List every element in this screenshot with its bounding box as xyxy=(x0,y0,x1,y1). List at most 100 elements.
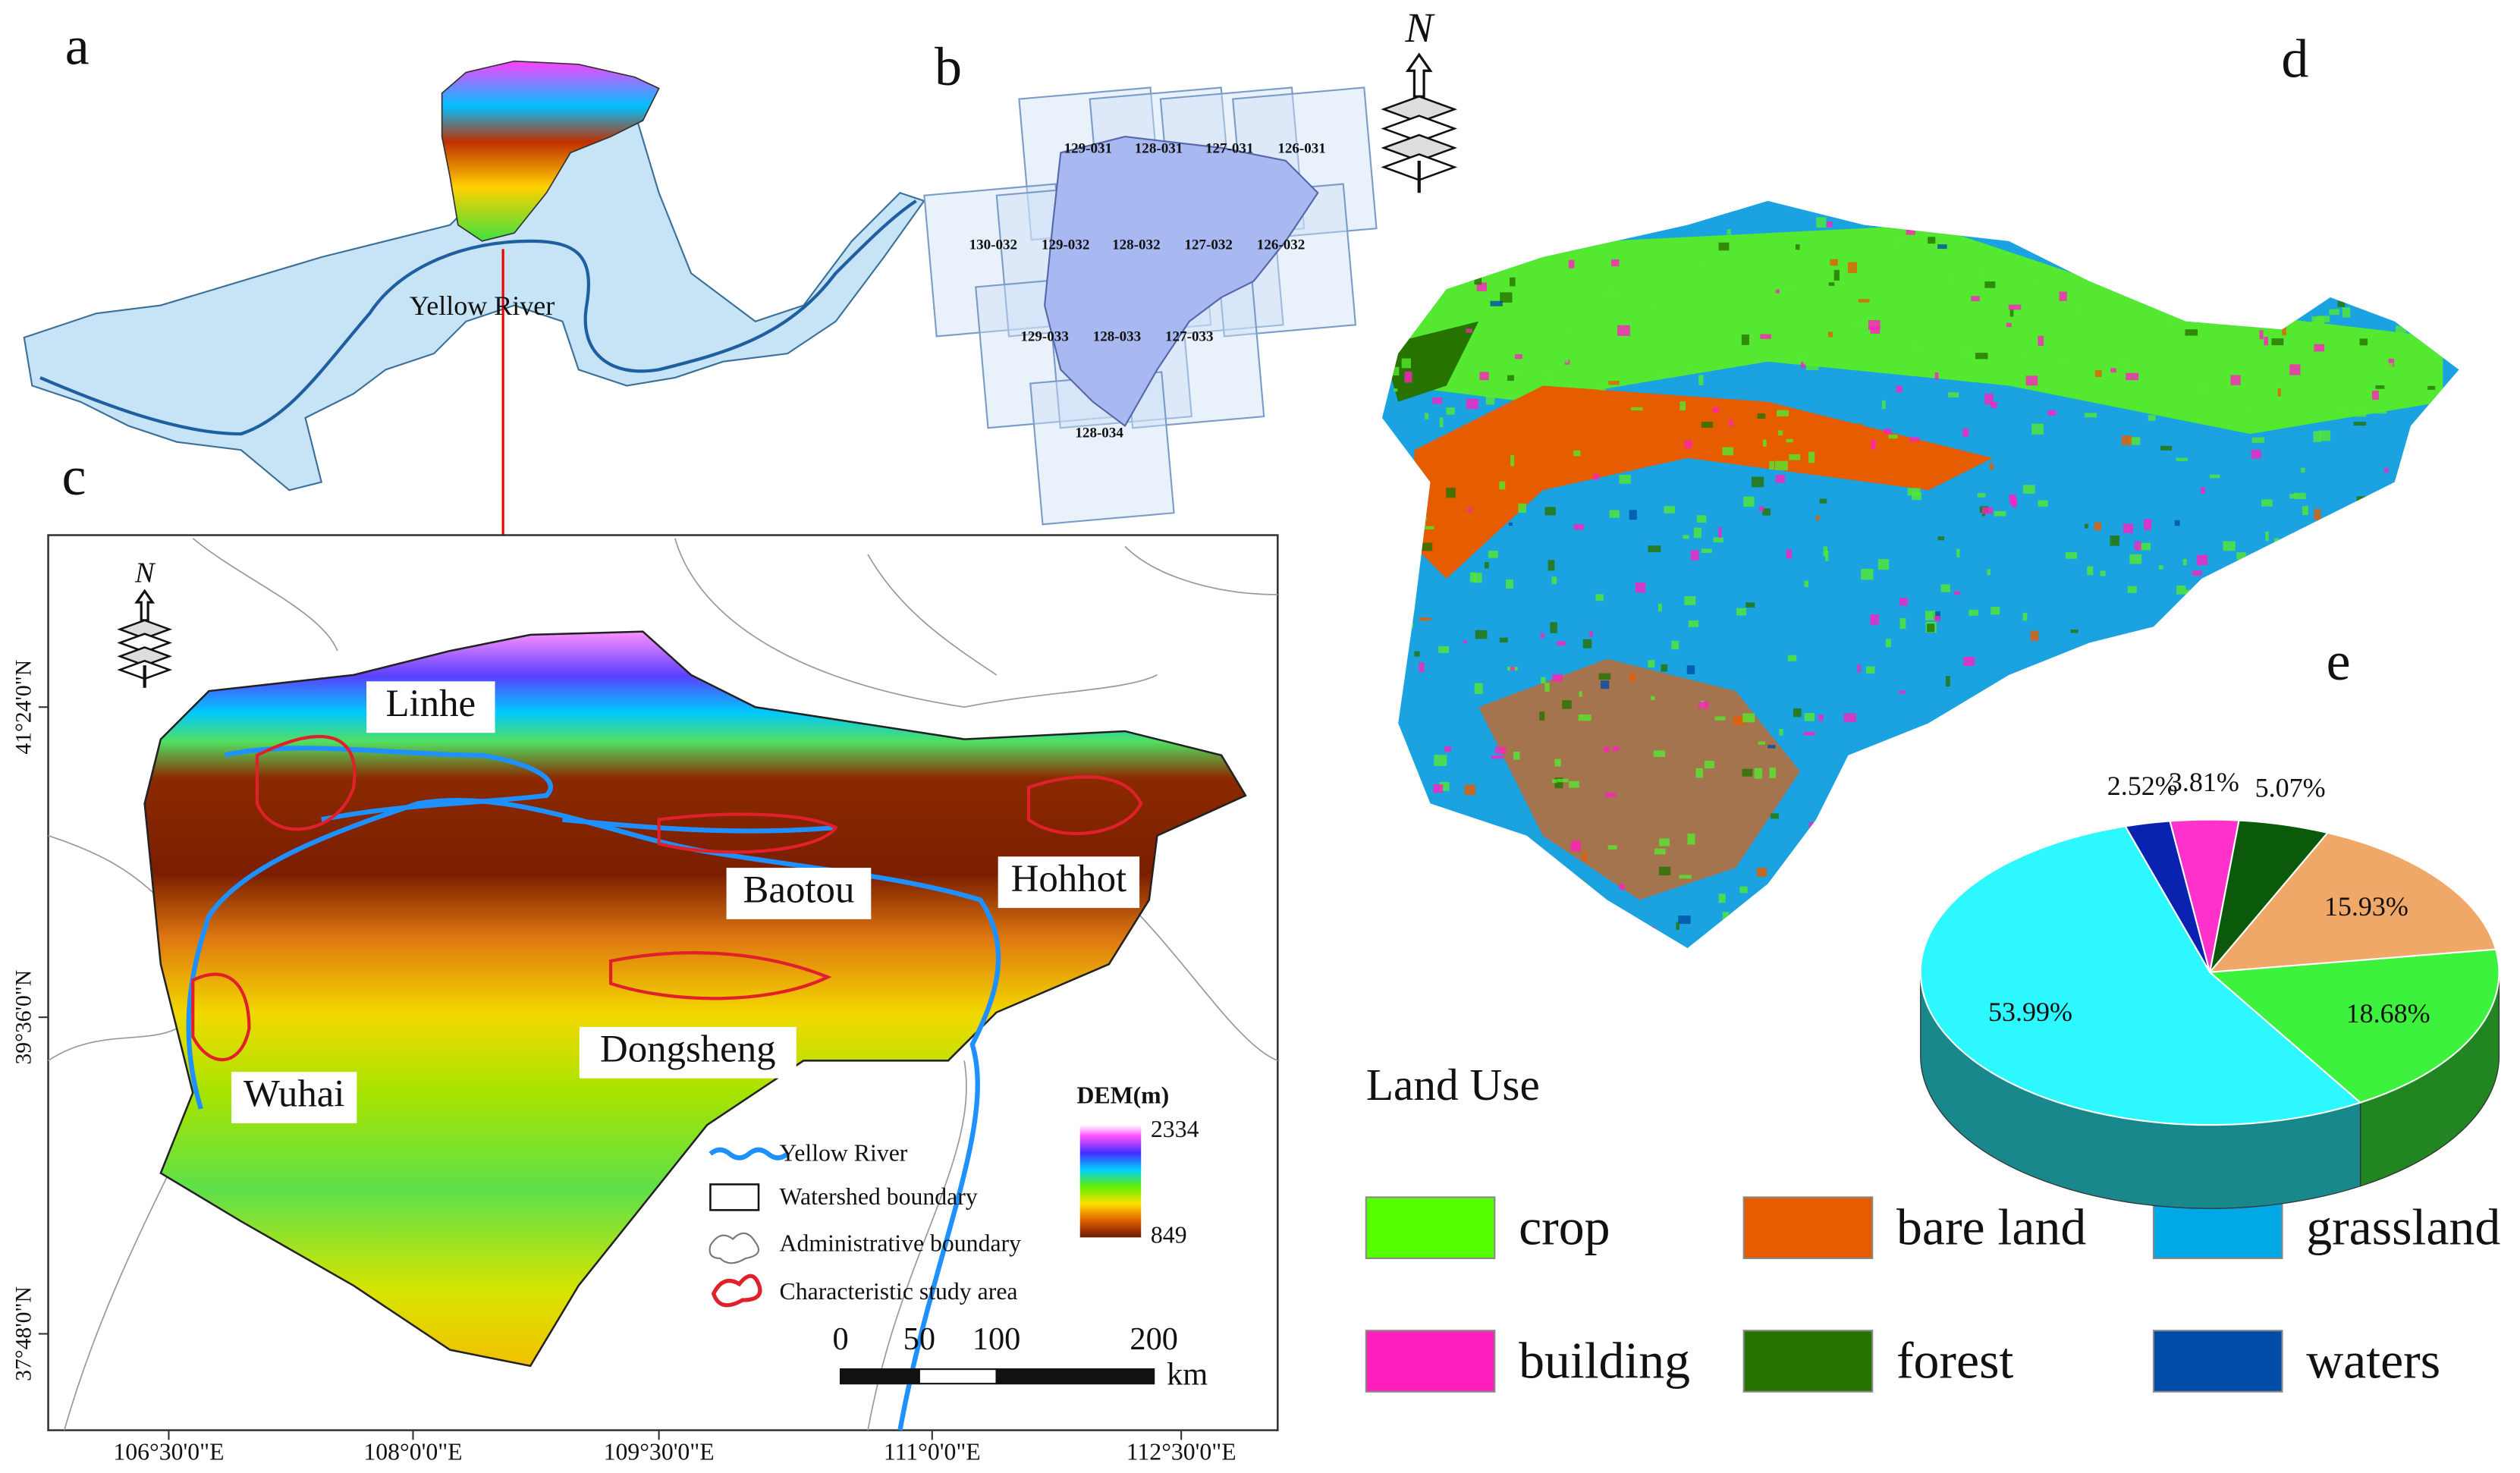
landuse-speck xyxy=(1767,745,1776,749)
landuse-speck xyxy=(2264,257,2270,263)
landuse-speck xyxy=(1690,550,1699,561)
landuse-speck xyxy=(1729,419,1733,426)
landuse-speck xyxy=(1888,435,1898,439)
landuse-speck xyxy=(1475,630,1488,639)
landuse-speck xyxy=(2138,663,2142,669)
pie-slice xyxy=(1919,825,2362,1126)
landuse-speck xyxy=(1978,828,1985,839)
landuse-speck xyxy=(1909,437,1920,442)
landuse-speck xyxy=(1382,896,1389,902)
landuse-speck xyxy=(1940,584,1950,592)
landuse-speck xyxy=(1700,214,1711,218)
dem-inset xyxy=(441,60,660,242)
landuse-speck xyxy=(2027,785,2034,793)
tile-label: 126-031 xyxy=(1277,140,1325,156)
landuse-speck xyxy=(2390,721,2401,729)
landuse-speck xyxy=(1473,573,1482,583)
landuse-speck xyxy=(2116,812,2119,821)
landuse-speck xyxy=(1471,901,1482,907)
landuse-speck xyxy=(1544,683,1550,692)
landuse-speck xyxy=(1541,677,1546,684)
landuse-speck xyxy=(2185,329,2198,336)
landuse-speck xyxy=(1384,832,1396,836)
pie-slice xyxy=(2207,831,2497,974)
landuse-speck xyxy=(1474,216,1483,223)
landuse-speck xyxy=(1659,838,1670,846)
landuse-speck xyxy=(2261,689,2273,699)
landuse-speck xyxy=(1995,729,2000,734)
landuse-speck xyxy=(1554,758,1561,767)
legend-river xyxy=(709,1147,790,1160)
landuse-speck xyxy=(1870,614,1879,625)
landuse-speck xyxy=(1819,498,1827,504)
landuse-speck xyxy=(1727,229,1731,235)
landuse-speck xyxy=(2430,219,2441,228)
scale-segment xyxy=(918,1368,998,1385)
north-arrow xyxy=(1405,52,1433,98)
landuse-speck xyxy=(1653,750,1666,757)
landuse-speck xyxy=(2050,777,2062,782)
landuse-speck xyxy=(2361,787,2369,794)
landuse-speck xyxy=(2151,636,2161,643)
landuse-speck xyxy=(1600,680,1610,689)
landuse-speck xyxy=(1410,548,1419,557)
landuse-speck xyxy=(1736,608,1747,616)
landuse-speck xyxy=(2226,588,2236,596)
tile-label: 128-031 xyxy=(1135,140,1183,156)
landuse-speck xyxy=(1946,275,1958,283)
landuse-speck xyxy=(2354,752,2358,760)
landuse-speck xyxy=(1893,811,1904,819)
panel-label: b xyxy=(935,36,962,97)
landuse-speck xyxy=(2301,718,2311,727)
landuse-speck xyxy=(2381,275,2393,284)
lat-label: 37°48'0"N xyxy=(12,1286,36,1381)
landuse-speck xyxy=(1648,660,1655,667)
landuse-speck xyxy=(1919,817,1931,829)
landuse-speck xyxy=(1779,728,1783,736)
landuse-speck xyxy=(1617,325,1630,336)
landuse-speck xyxy=(1676,922,1679,930)
landuse-speck xyxy=(2031,334,2041,341)
landuse-speck xyxy=(1739,886,1748,894)
landuse-speck xyxy=(1448,878,1460,887)
landuse-speck xyxy=(1683,535,1689,539)
landuse-speck xyxy=(1604,287,1617,300)
landuse-speck xyxy=(2273,553,2285,564)
landuse-speck xyxy=(1850,423,1863,432)
tile-label: 126-032 xyxy=(1257,237,1305,253)
landuse-speck xyxy=(1651,696,1655,701)
lon-label: 111°0'0"E xyxy=(884,1439,981,1465)
landuse-speck xyxy=(1656,938,1666,944)
landuse-speck xyxy=(2148,415,2156,421)
landuse-speck xyxy=(2271,338,2284,346)
landuse-speck xyxy=(1961,347,1972,358)
landuse-speck xyxy=(2314,509,2321,520)
landuse-speck xyxy=(1987,569,1991,576)
landuse-speck xyxy=(1996,206,2005,211)
landuse-speck xyxy=(1743,496,1755,507)
landuse-speck xyxy=(1530,289,1538,294)
landuse-speck xyxy=(2355,706,2364,717)
landuse-speck xyxy=(1974,819,1982,824)
landuse-crop xyxy=(1382,225,2443,435)
north-layer xyxy=(1381,95,1458,124)
landuse-speck xyxy=(1548,560,1555,571)
pie-value-label: 5.07% xyxy=(2255,772,2326,802)
landuse-speck xyxy=(1447,271,1454,280)
tile-label: 128-032 xyxy=(1112,237,1160,253)
landuse-speck xyxy=(2182,558,2187,566)
landuse-speck xyxy=(2468,258,2475,264)
landuse-speck xyxy=(2364,642,2370,652)
landuse-speck xyxy=(1712,306,1716,313)
landuse-speck xyxy=(1762,508,1771,516)
landuse-speck xyxy=(1466,328,1472,333)
landuse-speck xyxy=(1870,326,1881,334)
landuse-speck xyxy=(1775,289,1780,294)
landuse-speck xyxy=(1899,598,1908,606)
landuse-speck xyxy=(2073,309,2082,319)
legend-swatch xyxy=(1742,1330,1874,1393)
landuse-speck xyxy=(1687,834,1695,845)
landuse-speck xyxy=(1510,277,1516,287)
landuse-speck xyxy=(1488,551,1498,558)
landuse-speck xyxy=(1595,929,1604,938)
